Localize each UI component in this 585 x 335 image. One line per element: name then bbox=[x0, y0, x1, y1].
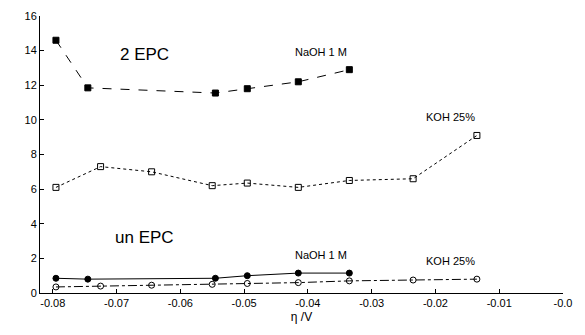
svg-text:10: 10 bbox=[25, 114, 37, 126]
svg-text:η /V: η /V bbox=[291, 310, 312, 324]
svg-text:-0.02: -0.02 bbox=[423, 297, 448, 309]
svg-text:2: 2 bbox=[31, 252, 37, 264]
svg-text:-0.08: -0.08 bbox=[40, 297, 65, 309]
svg-text:-0.01: -0.01 bbox=[487, 297, 512, 309]
svg-text:KOH 25%: KOH 25% bbox=[426, 111, 475, 123]
svg-text:16: 16 bbox=[25, 10, 37, 22]
svg-text:2 EPC: 2 EPC bbox=[120, 45, 169, 64]
svg-text:NaOH 1 M: NaOH 1 M bbox=[295, 46, 347, 58]
svg-text:-0.0: -0.0 bbox=[554, 297, 573, 309]
svg-text:4: 4 bbox=[31, 218, 37, 230]
svg-text:-0.04: -0.04 bbox=[295, 297, 320, 309]
svg-text:KOH 25%: KOH 25% bbox=[426, 255, 475, 267]
svg-text:-0.03: -0.03 bbox=[359, 297, 384, 309]
svg-text:-0.05: -0.05 bbox=[232, 297, 257, 309]
svg-text:0: 0 bbox=[31, 287, 37, 299]
svg-text:14: 14 bbox=[25, 44, 37, 56]
svg-text:6: 6 bbox=[31, 183, 37, 195]
svg-text:-0.06: -0.06 bbox=[168, 297, 193, 309]
svg-text:12: 12 bbox=[25, 79, 37, 91]
svg-text:-0.07: -0.07 bbox=[104, 297, 129, 309]
svg-text:NaOH 1 M: NaOH 1 M bbox=[295, 249, 347, 261]
svg-text:un EPC: un EPC bbox=[115, 228, 174, 247]
svg-text:8: 8 bbox=[31, 148, 37, 160]
